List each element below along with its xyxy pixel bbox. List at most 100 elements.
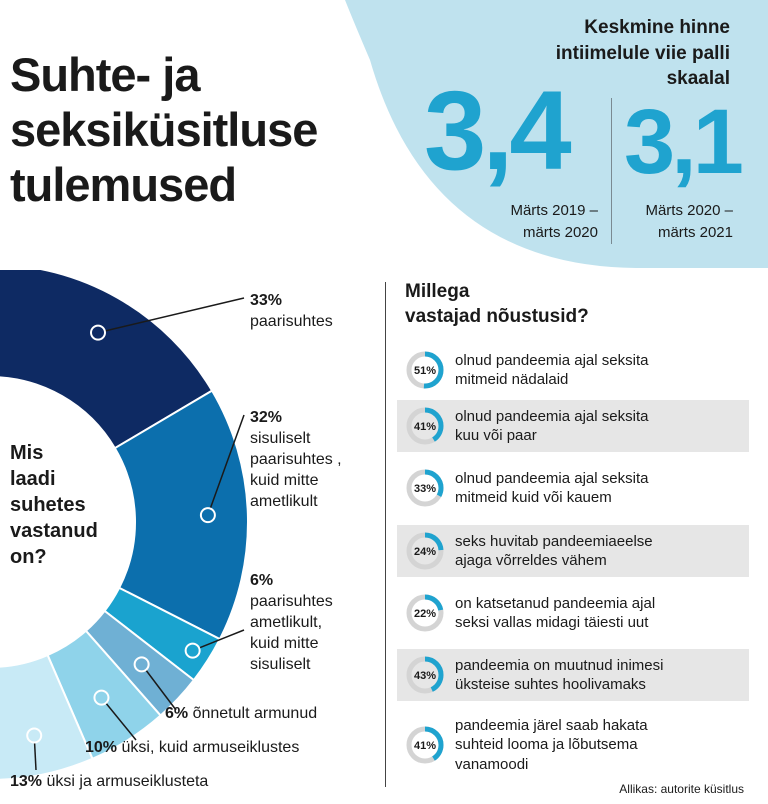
percent-ring: 33%: [406, 469, 444, 507]
agree-statement-line: ajaga võrreldes vähem: [455, 552, 607, 569]
agree-statement-line: kuu või paar: [455, 427, 537, 444]
donut-label-text: üksi, kuid armuseiklustes: [121, 739, 300, 756]
donut-label-text: üksi ja armuseiklusteta: [46, 773, 209, 790]
donut-leader-line: [100, 697, 137, 741]
period-2019-line-2: märts 2020: [522, 223, 598, 241]
donut-question-line-3: suhetes: [10, 494, 86, 516]
agree-statement-line: olnud pandeemia ajal seksita: [455, 407, 649, 425]
donut-leader-dot: [184, 642, 201, 659]
title-line-2: seksiküsitluse: [10, 102, 318, 156]
donut-leader-line: [192, 629, 245, 652]
average-panel-shape: [345, 0, 768, 268]
percent-ring: 41%: [406, 726, 444, 764]
donut-label-line: ametlikult,: [250, 614, 323, 632]
donut-label-line: paarisuhtes: [250, 313, 333, 331]
source-note: Allikas: autorite küsitlus: [619, 782, 744, 796]
donut-label-pct: 6%: [250, 572, 274, 589]
agree-statement: olnud pandeemia ajal seksita kuu või paar: [455, 407, 648, 446]
donut-question-line-4: vastanud: [10, 520, 98, 542]
donut-label-text: õnnetult armunud: [192, 705, 318, 722]
agree-statement-line: mitmeid nädalaid: [455, 371, 569, 388]
agree-title-line-1: Millega: [405, 281, 470, 302]
agree-statement-line: olnud pandeemia ajal seksita: [455, 351, 649, 369]
average-value-2019: 3,4: [424, 68, 572, 193]
donut-question: Mis laadi suhetes vastanud on?: [10, 440, 98, 570]
period-2020-line-2: märts 2021: [657, 223, 733, 241]
donut-leader-dot: [90, 324, 107, 341]
agree-row: 51% olnud pandeemia ajal seksita mitmeid n…: [397, 345, 749, 395]
column-divider: [385, 282, 386, 787]
donut-segment: [0, 270, 214, 450]
average-title-line-3: skaalal: [666, 68, 730, 90]
donut-label-pct: 32%: [250, 409, 283, 426]
agree-row: 33% olnud pandeemia ajal seksita mitmeid k…: [397, 463, 749, 513]
donut-label-sisuliselt: 32% sisuliselt paarisuhtes , kuid mitte …: [250, 407, 342, 513]
agree-statement-line: üksteise suhtes hoolivamaks: [455, 676, 646, 693]
title-line-1: Suhte- ja: [10, 48, 200, 101]
agree-statement-line: pandeemia järel saab hakata: [455, 716, 648, 734]
percent-ring-arc: [406, 656, 444, 694]
donut-leader-line: [97, 297, 245, 334]
percent-ring: 51%: [406, 351, 444, 389]
donut-segment: [113, 389, 249, 641]
agree-statement: pandeemia järel saab hakata suhteid looma…: [455, 716, 648, 775]
percent-ring: 41%: [406, 407, 444, 445]
average-period-2019: Märts 2019 – märts 2020: [458, 200, 598, 244]
agree-statement-line: seks huvitab pandeemiaeelse: [455, 532, 653, 550]
agree-statement: olnud pandeemia ajal seksita mitmeid näda…: [455, 351, 648, 390]
average-panel-background: [345, 0, 768, 268]
percent-ring: 43%: [406, 656, 444, 694]
agree-row: 22% on katsetanud pandeemia ajal seksi val…: [397, 587, 749, 639]
donut-label-pct: 13%: [10, 773, 43, 790]
agree-row: 24% seks huvitab pandeemiaeelse ajaga võrr…: [397, 525, 749, 577]
agree-row: 41% pandeemia järel saab hakata suhteid lo…: [397, 717, 749, 773]
donut-leader-dot: [133, 656, 150, 673]
donut-leader-dot: [26, 727, 43, 744]
donut-label-line: sisuliselt: [250, 656, 311, 674]
average-value-2020: 3,1: [624, 91, 744, 193]
average-divider: [611, 98, 612, 244]
agree-title-line-2: vastajad nõustusid?: [405, 305, 589, 327]
donut-leader-dot: [93, 689, 110, 706]
average-period-2020: Märts 2020 – märts 2021: [603, 200, 733, 244]
percent-ring-arc: [406, 407, 444, 445]
agree-statement: seks huvitab pandeemiaeelse ajaga võrreld…: [455, 532, 653, 571]
donut-label-line: paarisuhtes: [250, 593, 333, 611]
agree-statement-line: vanamoodi: [455, 755, 529, 773]
agree-statement: pandeemia on muutnud inimesi üksteise suh…: [455, 656, 663, 695]
donut-leader-dot: [199, 507, 216, 524]
percent-ring-label: 51%: [414, 365, 436, 377]
percent-ring-arc: [406, 532, 444, 570]
percent-ring-label: 41%: [414, 740, 436, 752]
average-title-line-2: intiimelule viie palli: [555, 42, 730, 64]
percent-ring-arc: [406, 351, 444, 389]
period-2020-line-1: Märts 2020 –: [645, 202, 733, 219]
donut-label-pct: 33%: [250, 292, 283, 309]
agree-statement-line: seksi vallas midagi täiesti uut: [455, 614, 649, 631]
period-2019-line-1: Märts 2019 –: [510, 202, 598, 219]
percent-ring-label: 33%: [414, 483, 436, 495]
donut-label-uksi-seiklusteta: 13% üksi ja armuseiklusteta: [10, 771, 208, 792]
agree-statement: olnud pandeemia ajal seksita mitmeid kuid…: [455, 469, 648, 508]
donut-label-line: ametlikult: [250, 493, 318, 511]
agree-statement: on katsetanud pandeemia ajal seksi vallas…: [455, 594, 655, 633]
agree-statement-line: on katsetanud pandeemia ajal: [455, 594, 656, 612]
donut-leader-line: [141, 663, 177, 711]
donut-label-line: kuid mitte: [250, 635, 319, 653]
donut-label-pct: 6%: [165, 705, 189, 722]
donut-segment: [0, 653, 94, 781]
donut-label-line: kuid mitte: [250, 472, 319, 490]
percent-ring-label: 41%: [414, 421, 436, 433]
title-line-3: tulemused: [10, 157, 237, 211]
agree-row: 41% olnud pandeemia ajal seksita kuu või p…: [397, 400, 749, 452]
agree-statement-line: pandeemia on muutnud inimesi: [455, 656, 664, 674]
donut-label-onnetult: 6% õnnetult armunud: [165, 703, 317, 724]
donut-label-line: sisuliselt: [250, 430, 311, 448]
average-title-line-1: Keskmine hinne: [584, 17, 730, 38]
donut-label-line: paarisuhtes ,: [250, 451, 342, 469]
percent-ring-label: 22%: [414, 608, 436, 620]
donut-question-line-1: Mis: [10, 442, 44, 464]
percent-ring-arc: [406, 469, 444, 507]
agree-statement-line: suhteid looma ja lõbutsema: [455, 736, 638, 754]
donut-label-pct: 10%: [85, 739, 118, 756]
